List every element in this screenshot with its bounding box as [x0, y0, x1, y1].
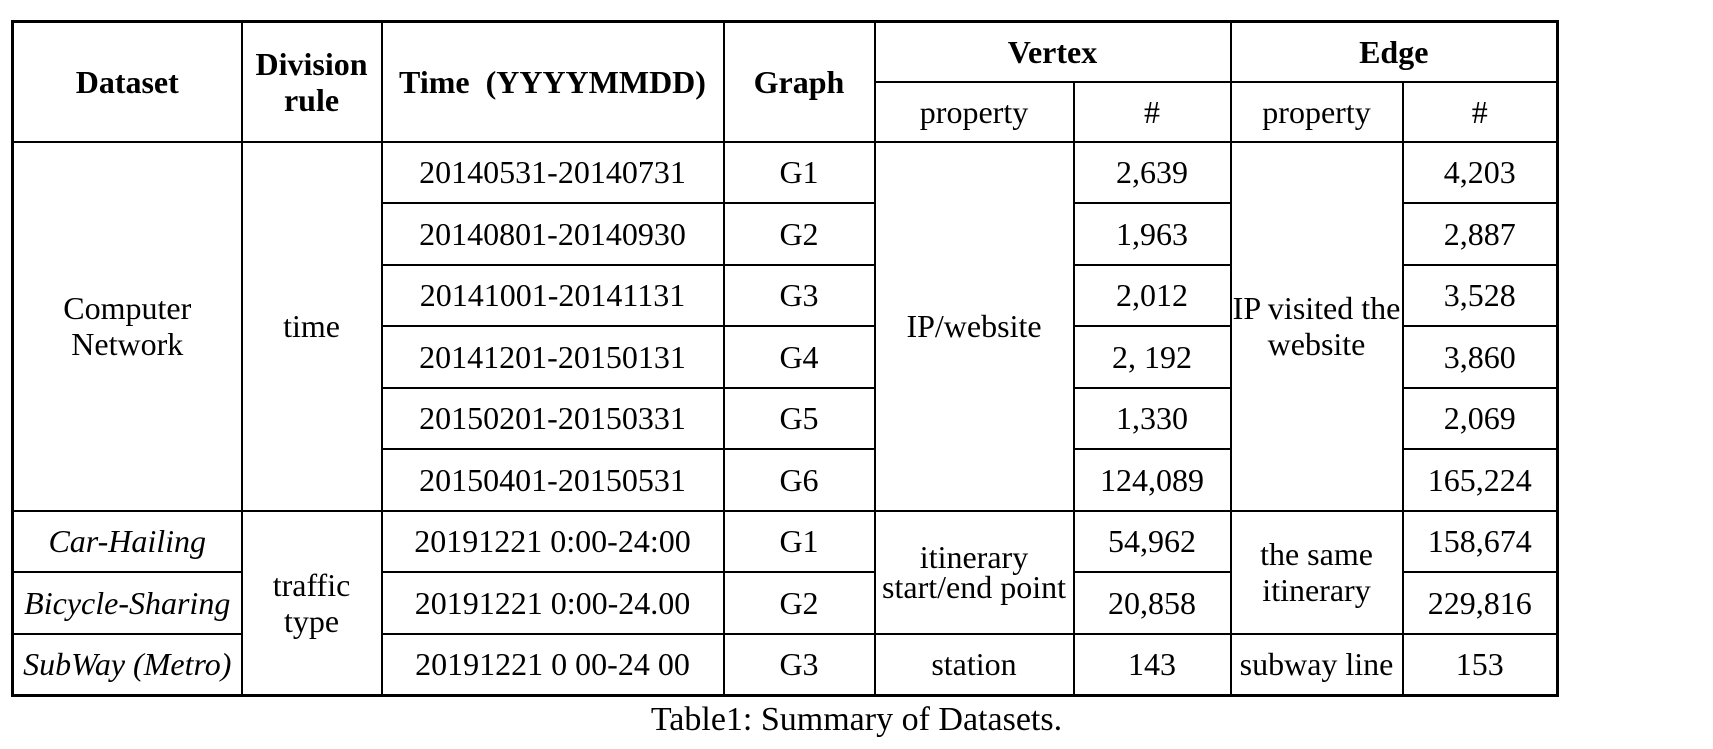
time-cell: 20191221 0 00-24 00 [380, 632, 725, 696]
vertex-count-cell: 1,330 [1072, 386, 1232, 450]
vertex-count-cell: 54,962 [1072, 509, 1232, 573]
edge-count-cell: 4,203 [1401, 140, 1559, 204]
vertex-property-itinerary: itinerary start/end point [873, 509, 1075, 635]
header-vertex-count: # [1072, 80, 1232, 143]
vertex-count-cell: 2,012 [1072, 263, 1232, 327]
division-rule-time: time [240, 140, 383, 512]
vertex-count-cell: 20,858 [1072, 571, 1232, 635]
graph-cell: G3 [722, 632, 876, 696]
header-graph: Graph [722, 20, 876, 143]
edge-count-cell: 3,528 [1401, 263, 1559, 327]
edge-count-cell: 2,069 [1401, 386, 1559, 450]
vertex-count-cell: 2, 192 [1072, 325, 1232, 389]
header-dataset: Dataset [11, 20, 243, 143]
time-cell: 20150401-20150531 [380, 448, 725, 512]
vertex-property-ip-website: IP/website [873, 140, 1075, 512]
time-cell: 20141201-20150131 [380, 325, 725, 389]
header-edge: Edge [1229, 20, 1559, 83]
header-edge-count: # [1401, 80, 1559, 143]
dataset-computer-network: Computer Network [11, 140, 243, 512]
graph-cell: G2 [722, 202, 876, 266]
header-row-2: property # property # [13, 80, 1559, 143]
vertex-count-cell: 2,639 [1072, 140, 1232, 204]
division-rule-traffic-type: traffic type [240, 509, 383, 696]
graph-cell: G1 [722, 140, 876, 204]
table-row: 20141201-20150131 G4 2, 192 3,860 [13, 325, 1559, 389]
edge-count-cell: 2,887 [1401, 202, 1559, 266]
vertex-count-cell: 124,089 [1072, 448, 1232, 512]
header-division-rule: Division rule [240, 20, 383, 143]
header-edge-property: property [1229, 80, 1404, 143]
edge-count-cell: 158,674 [1401, 509, 1559, 573]
header-vertex: Vertex [873, 20, 1232, 83]
graph-cell: G2 [722, 571, 876, 635]
header-row-1: Dataset Division rule Time (YYYYMMDD) Gr… [11, 20, 1559, 143]
time-cell: 20140801-20140930 [380, 202, 725, 266]
table-row: SubWay (Metro) 20191221 0 00-24 00 G3 st… [11, 632, 1559, 696]
graph-cell: G4 [722, 325, 876, 389]
time-cell: 20191221 0:00-24.00 [380, 571, 725, 635]
table-row: 20150201-20150331 G5 1,330 2,069 [13, 386, 1559, 450]
edge-property-same-itinerary: the same itinerary [1229, 509, 1404, 635]
dataset-car-hailing: Car-Hailing [11, 509, 243, 573]
time-cell: 20141001-20141131 [380, 263, 725, 327]
time-cell: 20191221 0:00-24:00 [380, 509, 725, 573]
edge-property-subway-line: subway line [1229, 632, 1404, 696]
dataset-subway-metro: SubWay (Metro) [11, 632, 243, 696]
edge-count-cell: 165,224 [1401, 448, 1559, 512]
edge-count-cell: 3,860 [1401, 325, 1559, 389]
table-row: Car-Hailing traffic type 20191221 0:00-2… [11, 509, 1559, 696]
vertex-property-station: station [873, 632, 1075, 696]
header-time: Time (YYYYMMDD) [380, 20, 725, 143]
edge-count-cell: 229,816 [1401, 571, 1559, 635]
table-caption: Table1: Summary of Datasets. [650, 701, 1063, 738]
graph-cell: G6 [722, 448, 876, 512]
vertex-count-cell: 1,963 [1072, 202, 1232, 266]
datasets-table-wrapper: Dataset Division rule Time (YYYYMMDD) Gr… [11, 20, 1559, 697]
graph-cell: G3 [722, 263, 876, 327]
vertex-count-cell: 143 [1072, 632, 1232, 696]
dataset-bicycle-sharing: Bicycle-Sharing [11, 571, 243, 635]
datasets-summary-table: Dataset Division rule Time (YYYYMMDD) Gr… [11, 20, 1559, 697]
table-row: Computer Network time 20140531-20140731 … [11, 140, 1559, 512]
edge-property-ip-visited: IP visited the website [1229, 140, 1404, 512]
graph-cell: G1 [722, 509, 876, 573]
table-row: 20141001-20141131 G3 2,012 3,528 [13, 263, 1559, 327]
table-row: 20150401-20150531 G6 124,089 165,224 [13, 448, 1559, 512]
edge-count-cell: 153 [1401, 632, 1559, 696]
time-cell: 20150201-20150331 [380, 386, 725, 450]
table-row: 20140801-20140930 G2 1,963 2,887 [13, 202, 1559, 266]
table-row: Bicycle-Sharing 20191221 0:00-24.00 G2 2… [11, 571, 1559, 635]
time-cell: 20140531-20140731 [380, 140, 725, 204]
header-vertex-property: property [873, 80, 1075, 143]
graph-cell: G5 [722, 386, 876, 450]
